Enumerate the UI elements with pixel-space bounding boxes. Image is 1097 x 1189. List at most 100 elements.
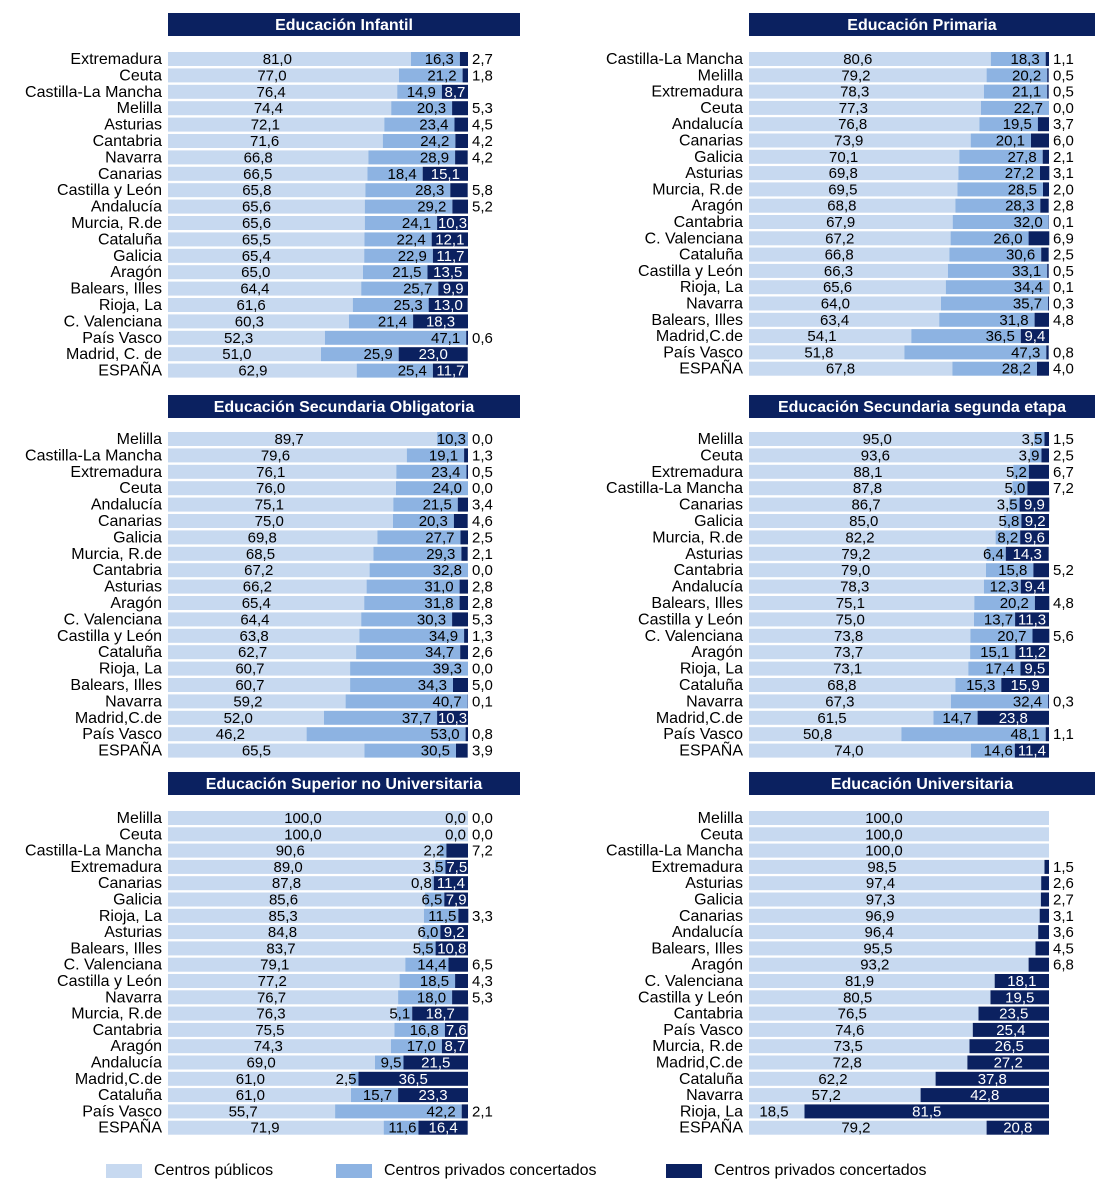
data-label-concertado: 16,3 (425, 51, 454, 68)
bar-segment-privado (1040, 198, 1049, 213)
bar-segment-publico (749, 514, 1004, 528)
bar-row-espana: ESPAÑA 62,9 25,4 11,7 (98, 360, 468, 380)
bar-row-ceuta: Ceuta 100,0 (700, 826, 1049, 843)
bar-segment-privado (452, 612, 468, 627)
bar-segment-publico (749, 843, 1049, 858)
category-label: Cataluña (679, 677, 743, 694)
bar-segment-publico (168, 727, 307, 742)
bar-segment-publico (749, 612, 974, 627)
category-label: Galicia (113, 529, 162, 546)
data-label-privado: 3,1 (1053, 908, 1074, 925)
data-label-publico: 63,4 (820, 312, 849, 329)
bar-segment-privado (1015, 645, 1049, 660)
bar-segment-privado (1045, 727, 1049, 742)
bar-row-pais-vasco: País Vasco 46,2 53,0 0,8 (82, 726, 493, 743)
bar-row-extremadura: Extremadura 88,1 5,2 6,7 (651, 464, 1073, 481)
bar-segment-publico (749, 727, 902, 742)
data-label-publico: 79,6 (261, 447, 290, 464)
bar-row-balears-illes: Balears, Illes 95,5 4,5 (651, 940, 1073, 957)
bar-segment-concertado (945, 280, 1049, 295)
category-label: Castilla-La Mancha (25, 447, 162, 464)
bar-row-murcia-r-de: Murcia, R.de 76,3 5,1 18,7 (71, 1006, 469, 1023)
data-label-publico: 61,6 (237, 297, 266, 314)
category-label: Canarias (679, 497, 743, 514)
bar-row-cantabria: Cantabria 79,0 15,8 5,2 (674, 562, 1074, 579)
data-label-concertado: 48,1 (1010, 726, 1039, 743)
bar-segment-concertado (365, 183, 451, 198)
data-label-privado: 2,1 (472, 1103, 493, 1120)
data-label-publico: 66,8 (825, 247, 854, 264)
bar-row-pais-vasco: País Vasco 52,3 47,1 0,6 (82, 330, 493, 347)
bar-segment-privado (455, 974, 468, 988)
bar-segment-concertado (394, 1022, 445, 1037)
bar-row-espana: ESPAÑA 79,2 20,8 (679, 1117, 1049, 1137)
bar-segment-privado (456, 743, 468, 758)
data-label-publico: 60,7 (235, 661, 264, 678)
data-label-concertado: 13,7 (984, 611, 1013, 628)
category-label: País Vasco (663, 1022, 743, 1039)
bar-segment-publico (749, 661, 969, 676)
data-label-concertado: 34,3 (418, 677, 447, 694)
bar-segment-concertado (979, 117, 1038, 132)
bar-row-castilla-y-leon: Castilla y León 80,5 19,5 (638, 989, 1049, 1006)
bar-segment-publico (749, 481, 1013, 496)
bar-segment-publico (168, 281, 362, 296)
data-label-concertado: 14,9 (407, 84, 436, 101)
bar-segment-publico (168, 876, 432, 891)
bar-row-castilla-y-leon: Castilla y León 63,8 34,9 1,3 (57, 628, 493, 645)
category-label: Asturias (104, 117, 162, 134)
category-label: Galicia (694, 892, 743, 909)
bar-row-cataluna: Cataluña 66,8 30,6 2,5 (679, 247, 1074, 264)
bar-segment-publico (168, 546, 374, 561)
bar-segment-concertado (970, 628, 1033, 643)
bar-row-rioja-la: Rioja, La 61,6 25,3 13,0 (99, 297, 468, 314)
panel-title-bar (168, 395, 520, 418)
data-label-publico: 74,0 (834, 743, 863, 760)
data-label-publico: 64,4 (240, 611, 269, 628)
bar-segment-privado (437, 216, 468, 230)
data-label-privado: 2,1 (472, 546, 493, 563)
category-label: Canarias (679, 908, 743, 925)
data-label-concertado: 25,7 (403, 281, 432, 298)
data-label-privado: 7,2 (472, 843, 493, 860)
category-label: C. Valenciana (645, 973, 744, 990)
category-label: Melilla (117, 431, 162, 448)
data-label-concertado: 6,4 (983, 546, 1004, 563)
data-label-publico: 69,0 (247, 1055, 276, 1072)
bar-segment-publico (749, 1120, 987, 1135)
category-label: Navarra (686, 1087, 743, 1104)
bar-segment-concertado (986, 68, 1048, 83)
bar-row-madrid-c-de: Madrid,C.de 54,1 36,5 9,4 (656, 328, 1049, 345)
bar-segment-concertado (949, 247, 1042, 262)
bar-segment-concertado (974, 596, 1035, 610)
data-label-concertado: 27,2 (1005, 165, 1034, 182)
bar-segment-publico (168, 248, 365, 263)
data-label-concertado: 6,0 (418, 924, 439, 941)
data-label-publico: 50,8 (803, 726, 832, 743)
category-label: Cataluña (679, 1071, 743, 1088)
category-label: Castilla y León (638, 611, 743, 628)
data-label-privado: 3,6 (1053, 924, 1074, 941)
category-label: Andalucía (672, 924, 743, 941)
bar-segment-privado (461, 1104, 468, 1119)
data-label-privado: 0,0 (472, 480, 493, 497)
bar-segment-privado (1035, 941, 1049, 956)
bar-segment-concertado (406, 448, 465, 463)
category-label: Castilla y León (57, 182, 162, 199)
bar-segment-concertado (398, 990, 453, 1005)
data-label-privado: 4,0 (1053, 361, 1074, 378)
bar-row-castilla-la-mancha: Castilla-La Mancha 100,0 (606, 843, 1049, 860)
bar-segment-concertado (911, 329, 1021, 344)
category-label: Canarias (679, 133, 743, 150)
bar-row-espana: ESPAÑA 74,0 14,6 11,4 (679, 740, 1049, 760)
bar-row-aragon: Aragón 68,8 28,3 2,8 (691, 198, 1073, 215)
bar-row-murcia-r-de: Murcia, R.de 69,5 28,5 2,0 (652, 181, 1074, 198)
bar-segment-publico (168, 892, 425, 907)
data-label-publico: 96,9 (865, 908, 894, 925)
category-label: Cantabria (674, 562, 743, 579)
bar-segment-privado (452, 199, 468, 214)
bar-row-cataluna: Cataluña 62,2 37,8 (679, 1071, 1049, 1088)
data-label-privado: 9,5 (1024, 661, 1045, 678)
data-label-privado: 5,8 (472, 182, 493, 199)
bar-segment-publico (168, 52, 411, 66)
